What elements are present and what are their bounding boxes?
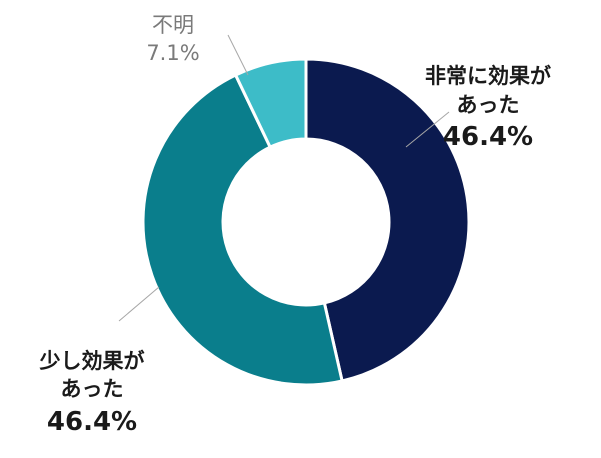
donut-slices	[141, 57, 471, 387]
slice-1-label-line-1: 非常に効果が	[425, 64, 551, 88]
donut-slice-3	[234, 57, 308, 149]
donut-slice-1	[304, 57, 471, 383]
slice-label-3: 不明 7.1%	[146, 13, 199, 65]
slice-2-value-label: 46.4%	[47, 407, 137, 437]
slice-3-value-label: 7.1%	[146, 41, 199, 65]
slice-2-label-line-2: あった	[61, 377, 124, 401]
leader-line-slice-1	[405, 111, 450, 148]
slice-label-1: 非常に効果が あった 46.4%	[425, 64, 551, 152]
leader-line-slice-2	[118, 286, 160, 322]
donut-slice-2	[141, 73, 344, 387]
slice-1-label-line-2: あった	[457, 93, 520, 117]
slice-2-label-line-1: 少し効果が	[39, 349, 145, 373]
slice-3-label-line-1: 不明	[152, 13, 194, 37]
slice-label-2: 少し効果が あった 46.4%	[39, 349, 145, 437]
leader-lines	[118, 34, 450, 322]
leader-line-slice-3	[227, 34, 249, 76]
slice-1-value-label: 46.4%	[443, 122, 533, 152]
